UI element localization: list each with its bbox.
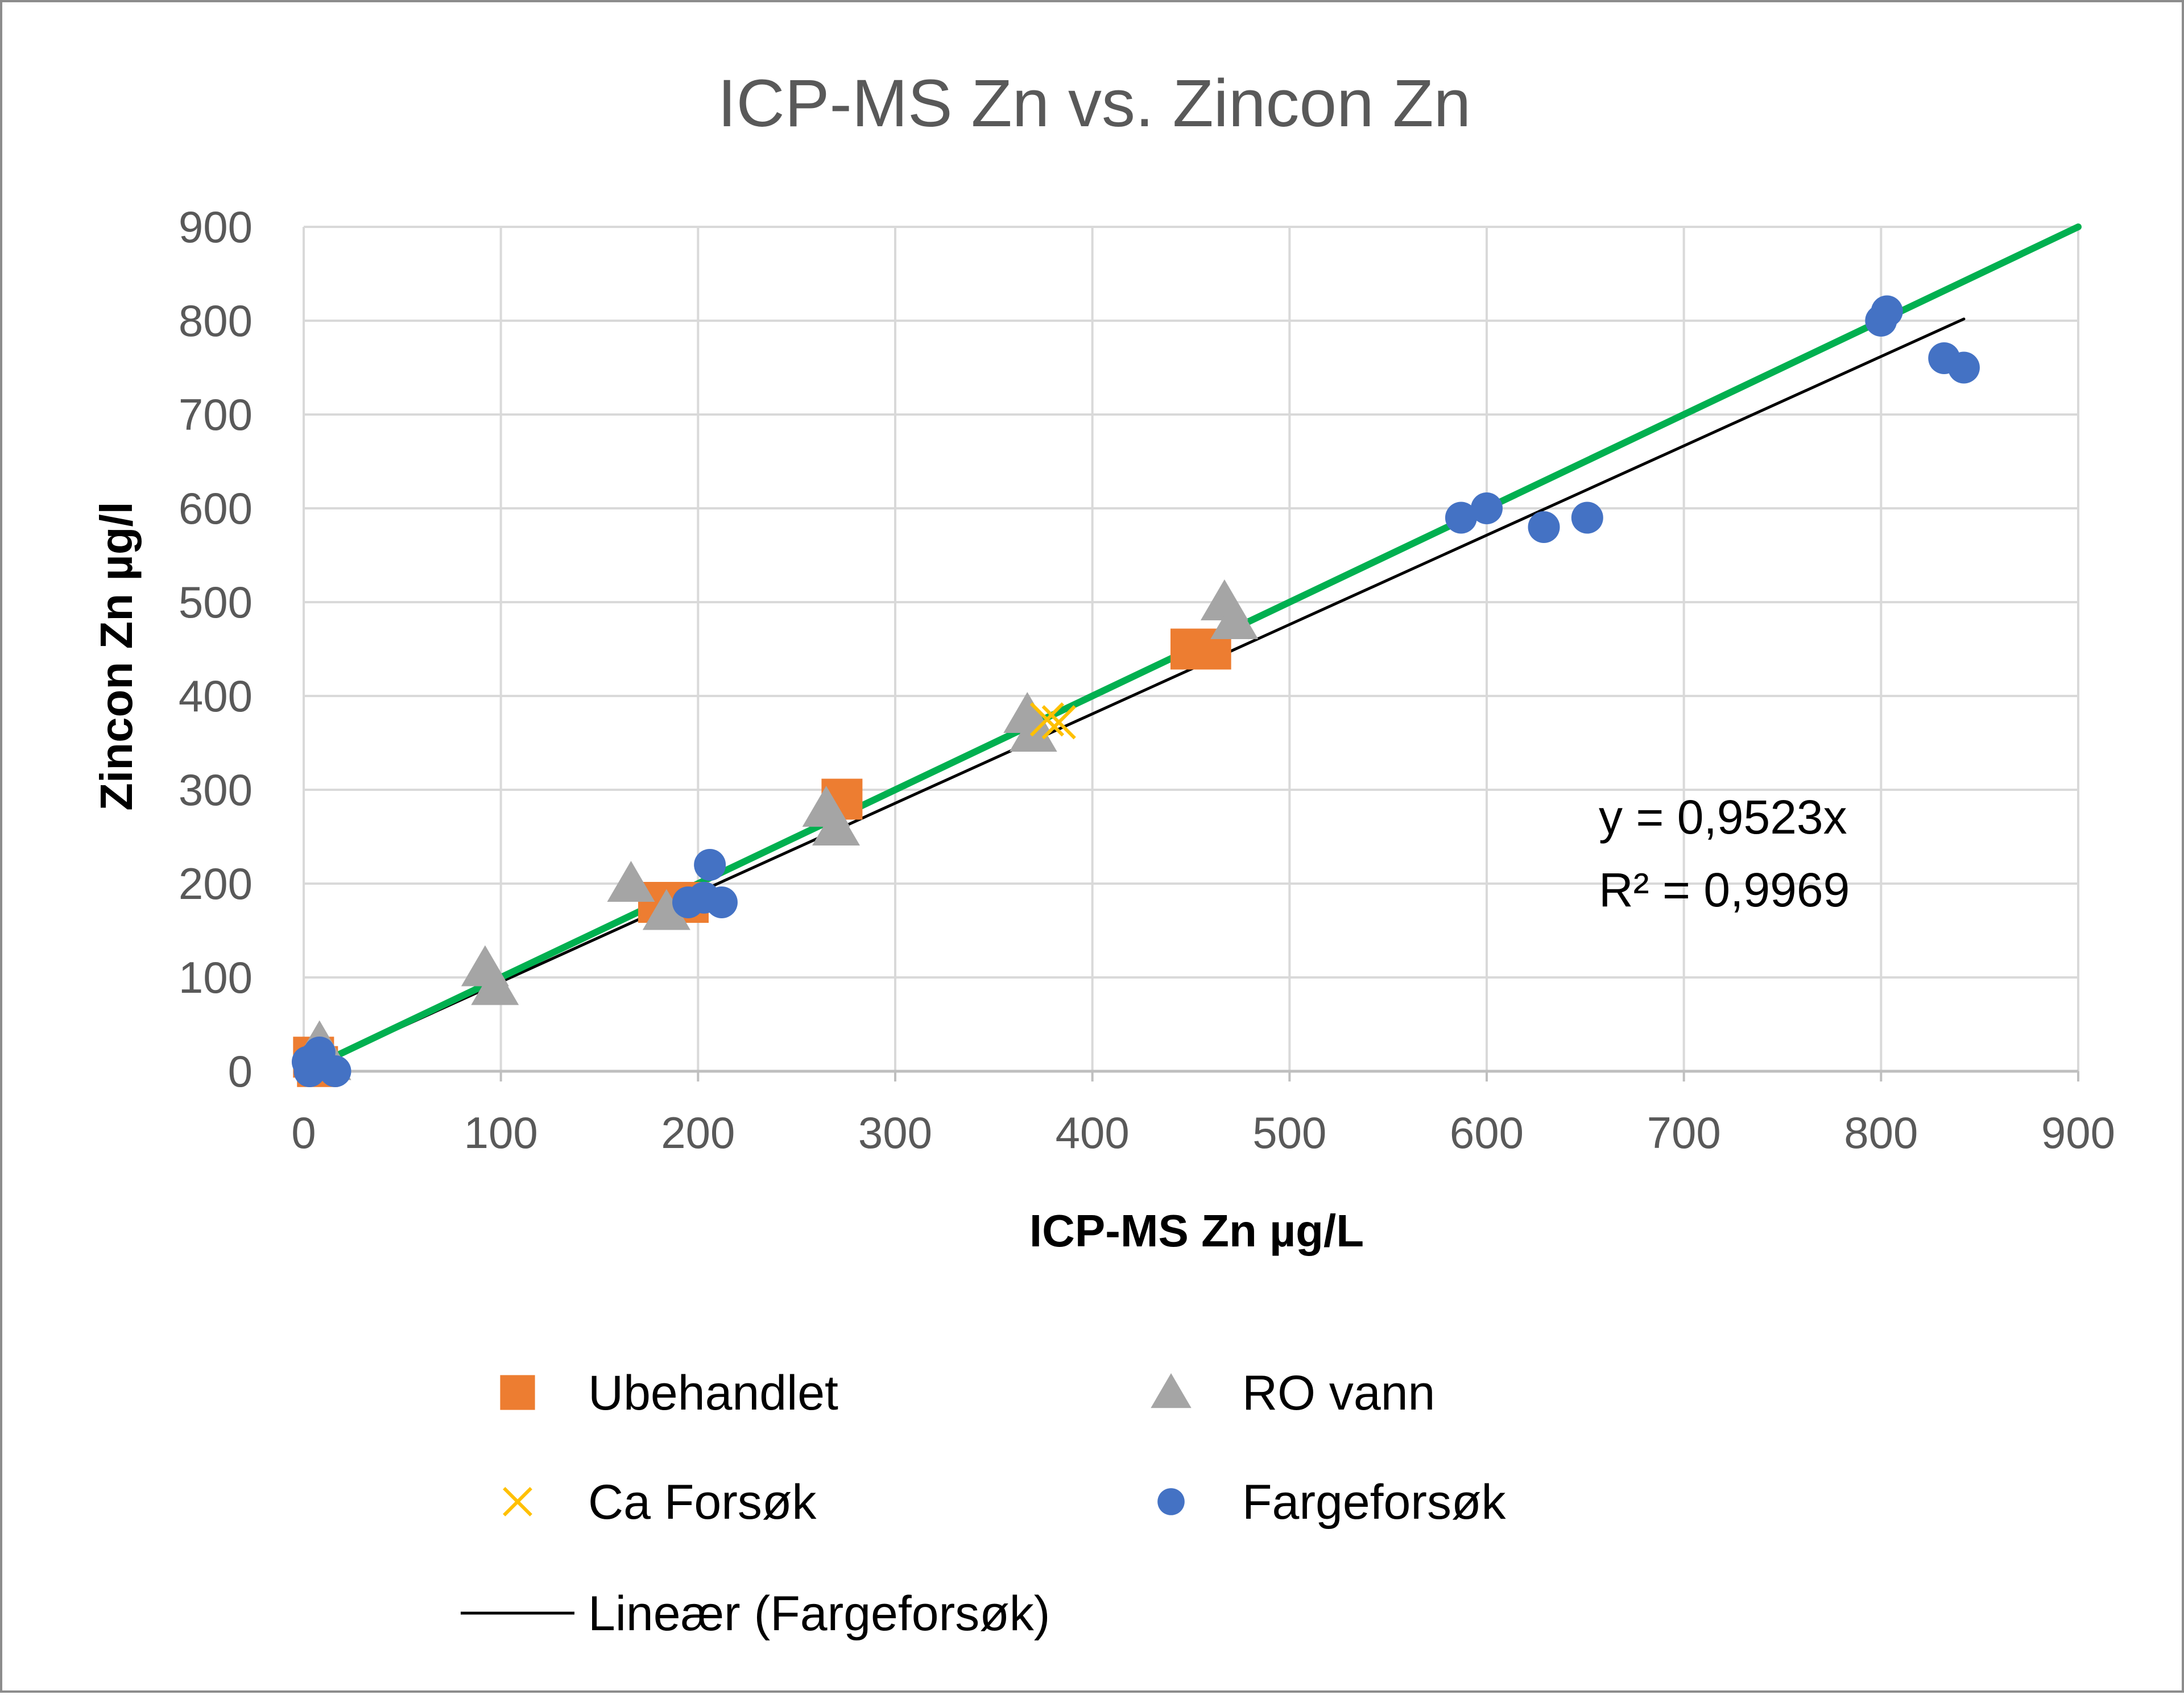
point-ro-vann-11 xyxy=(1210,598,1259,639)
legend-label-ubehandlet: Ubehandlet xyxy=(588,1366,838,1420)
x-tick-label-800: 800 xyxy=(1844,1108,1918,1158)
x-tick-label-0: 0 xyxy=(291,1108,316,1158)
legend-label-fargefors-k: Fargeforsøk xyxy=(1242,1475,1507,1530)
point-ca-fors-k-1 xyxy=(1041,705,1076,740)
data-points xyxy=(291,295,1980,1087)
r-squared-label: R² = 0,9969 xyxy=(1599,863,1850,917)
legend-label-line-r-fargefors-k-: Lineær (Fargeforsøk) xyxy=(588,1586,1050,1641)
legend-marker-ca-fors-k xyxy=(503,1487,532,1516)
x-tick-label-300: 300 xyxy=(858,1108,932,1158)
point-fargefors-k-14 xyxy=(1871,295,1903,328)
point-ro-vann-4 xyxy=(607,861,655,902)
trendline-equation: y = 0,9523x xyxy=(1599,790,1847,844)
y-tick-label-500: 500 xyxy=(179,577,253,627)
x-tick-label-700: 700 xyxy=(1647,1108,1721,1158)
legend-marker-fargefors-k xyxy=(1157,1488,1185,1515)
linear-trendline xyxy=(302,317,1966,1073)
point-fargefors-k-16 xyxy=(1947,351,1980,384)
point-ca-fors-k-0 xyxy=(1029,702,1065,737)
x-tick-label-200: 200 xyxy=(661,1108,735,1158)
x-axis-label: ICP-MS Zn µg/L xyxy=(1029,1205,1364,1256)
point-ro-vann-7 xyxy=(812,805,860,846)
x-tick-label-900: 900 xyxy=(2041,1108,2115,1158)
point-fargefors-k-12 xyxy=(1571,502,1603,534)
point-ro-vann-3 xyxy=(471,964,519,1005)
y-tick-label-900: 900 xyxy=(179,202,253,252)
y-axis-label: Zincon Zn µg/l xyxy=(91,502,142,811)
x-tick-label-100: 100 xyxy=(464,1108,538,1158)
legend-marker-ubehandlet xyxy=(500,1375,535,1410)
x-tick-label-400: 400 xyxy=(1056,1108,1130,1158)
legend-marker-ro-vann xyxy=(1151,1373,1192,1408)
legend-label-ca-fors-k: Ca Forsøk xyxy=(588,1475,817,1530)
point-fargefors-k-9 xyxy=(1445,502,1477,534)
y-tick-label-100: 100 xyxy=(179,952,253,1002)
y-tick-label-800: 800 xyxy=(179,296,253,346)
y-tick-label-0: 0 xyxy=(228,1046,253,1096)
x-tick-label-600: 600 xyxy=(1450,1108,1524,1158)
y-tick-labels: 0 100 200 300 400 500 600 700 800 900 xyxy=(179,202,253,1096)
y-tick-label-700: 700 xyxy=(179,389,253,440)
y-tick-label-600: 600 xyxy=(179,483,253,533)
point-ro-vann-5 xyxy=(642,889,690,930)
point-fargefors-k-8 xyxy=(705,886,738,918)
point-fargefors-k-4 xyxy=(319,1055,351,1087)
point-fargefors-k-10 xyxy=(1471,492,1503,524)
y-tick-label-300: 300 xyxy=(179,765,253,815)
y-tick-label-200: 200 xyxy=(179,859,253,909)
point-fargefors-k-11 xyxy=(1528,511,1560,543)
legend: Ubehandlet RO vann Ca Forsøk Fargeforsøk Lin… xyxy=(461,1366,1507,1641)
point-fargefors-k-7 xyxy=(694,849,726,881)
x-tick-labels: 0 100 200 300 400 500 600 700 800 900 xyxy=(291,1108,2115,1158)
chart-title: ICP-MS Zn vs. Zincon Zn xyxy=(718,66,1471,141)
x-tick-label-500: 500 xyxy=(1252,1108,1326,1158)
legend-label-ro-vann: RO vann xyxy=(1242,1366,1435,1420)
y-tick-label-400: 400 xyxy=(179,671,253,721)
